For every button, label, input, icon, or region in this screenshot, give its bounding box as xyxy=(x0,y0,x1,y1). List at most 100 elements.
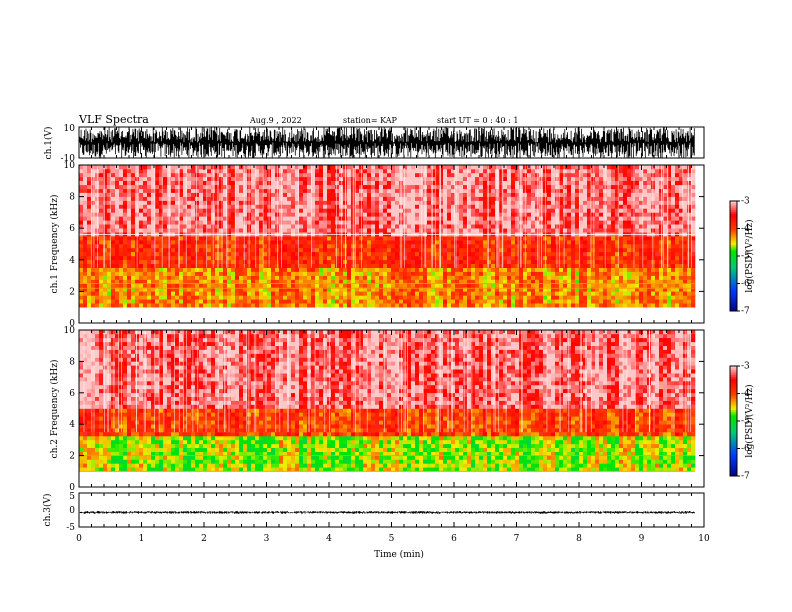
psd-cell xyxy=(199,216,204,221)
psd-cell xyxy=(611,259,616,264)
psd-cell xyxy=(363,291,368,296)
psd-cell xyxy=(251,204,256,209)
psd-cell xyxy=(579,244,584,249)
psd-cell xyxy=(471,180,476,186)
psd-cell xyxy=(171,188,176,193)
psd-cell xyxy=(351,283,356,288)
psd-cell xyxy=(495,228,500,233)
psd-cell xyxy=(567,279,572,284)
psd-cell xyxy=(319,291,324,296)
psd-cell xyxy=(495,172,500,178)
psd-cell xyxy=(451,236,456,241)
psd-cell xyxy=(147,291,152,296)
psd-cell xyxy=(367,204,372,209)
psd-cell xyxy=(387,165,392,170)
psd-cell xyxy=(291,240,296,245)
psd-cell xyxy=(219,259,224,264)
psd-cell xyxy=(111,240,116,245)
psd-cell xyxy=(363,208,368,213)
psd-cell xyxy=(347,212,352,217)
psd-cell xyxy=(251,180,256,186)
psd-cell xyxy=(83,287,88,292)
psd-cell xyxy=(131,251,136,257)
psd-cell xyxy=(79,271,84,276)
psd-cell xyxy=(579,204,584,209)
psd-cell xyxy=(195,216,200,221)
psd-cell xyxy=(239,200,244,205)
psd-cell xyxy=(99,204,104,209)
psd-cell xyxy=(307,247,312,253)
psd-cell xyxy=(487,263,492,268)
psd-cell xyxy=(447,279,452,284)
psd-cell xyxy=(475,200,480,205)
psd-cell xyxy=(551,176,556,181)
psd-cell xyxy=(139,299,144,304)
psd-cell xyxy=(615,212,620,217)
psd-cell xyxy=(483,283,488,288)
psd-cell xyxy=(315,165,320,170)
psd-cell xyxy=(263,224,268,229)
psd-cell xyxy=(323,220,328,225)
psd-cell xyxy=(219,180,224,186)
psd-cell xyxy=(479,279,484,284)
psd-cell xyxy=(311,228,316,233)
psd-cell xyxy=(347,172,352,178)
psd-cell xyxy=(515,251,520,257)
psd-cell xyxy=(555,295,560,300)
psd-cell xyxy=(191,247,196,253)
psd-cell xyxy=(467,196,472,201)
psd-cell xyxy=(611,244,616,249)
psd-cell xyxy=(387,259,392,264)
psd-cell xyxy=(263,216,268,221)
psd-cell xyxy=(515,267,520,272)
psd-cell xyxy=(147,172,152,178)
psd-cell xyxy=(471,228,476,233)
psd-cell xyxy=(175,287,180,292)
psd-cell xyxy=(439,224,444,229)
psd-cell xyxy=(455,244,460,249)
psd-cell xyxy=(447,263,452,268)
psd-cell xyxy=(311,240,316,245)
psd-cell xyxy=(547,251,552,257)
psd-cell xyxy=(387,291,392,296)
psd-cell xyxy=(79,263,84,268)
psd-cell xyxy=(263,212,268,217)
psd-cell xyxy=(195,220,200,225)
psd-cell xyxy=(143,247,148,253)
psd-cell xyxy=(103,200,108,205)
psd-cell xyxy=(471,200,476,205)
psd-cell xyxy=(435,180,440,186)
psd-cell xyxy=(431,188,436,193)
psd-cell xyxy=(583,287,588,292)
psd-cell xyxy=(259,204,264,209)
psd-cell xyxy=(107,279,112,284)
psd-cell xyxy=(131,255,136,261)
psd-cell xyxy=(375,251,380,257)
psd-cell xyxy=(139,247,144,253)
psd-cell xyxy=(579,169,584,174)
psd-cell xyxy=(487,165,492,170)
psd-cell xyxy=(103,172,108,178)
psd-cell xyxy=(103,169,108,174)
psd-cell xyxy=(367,287,372,292)
psd-cell xyxy=(571,263,576,268)
psd-cell xyxy=(591,271,596,276)
psd-cell xyxy=(327,208,332,213)
psd-cell xyxy=(371,204,376,209)
psd-cell xyxy=(559,200,564,205)
psd-cell xyxy=(91,279,96,284)
psd-cell xyxy=(615,220,620,225)
psd-cell xyxy=(251,267,256,272)
psd-cell xyxy=(183,176,188,181)
psd-cell xyxy=(495,291,500,296)
psd-cell xyxy=(551,184,556,190)
psd-cell xyxy=(191,216,196,221)
psd-cell xyxy=(471,251,476,257)
psd-cell xyxy=(295,275,300,280)
psd-cell xyxy=(115,216,120,221)
psd-cell xyxy=(583,169,588,174)
psd-cell xyxy=(203,275,208,280)
psd-cell xyxy=(411,271,416,276)
psd-cell xyxy=(347,216,352,221)
psd-cell xyxy=(131,247,136,253)
